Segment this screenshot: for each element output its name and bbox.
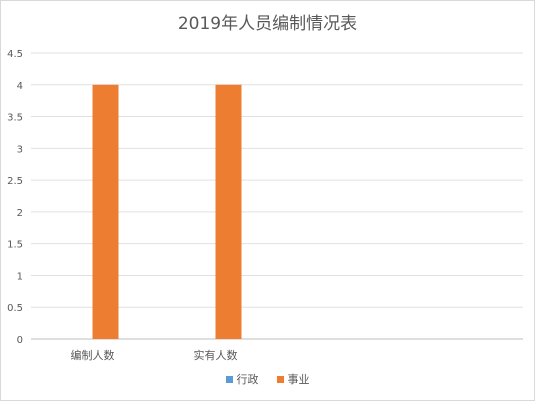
x-tick-label: 编制人数 [71, 348, 115, 362]
legend-swatch [276, 375, 284, 383]
bars [92, 84, 242, 340]
y-tick-label: 2 [17, 208, 23, 219]
legend-label: 行政 [236, 373, 259, 386]
legend-item-series-1: 事业 [276, 371, 310, 387]
y-tick-label: 1.5 [7, 240, 23, 251]
y-tick-label: 1 [17, 271, 23, 282]
x-tick-labels: 编制人数 实有人数 [71, 348, 238, 362]
y-tick-label: 3 [17, 144, 23, 155]
chart-title: 2019年人员编制情况表 [177, 14, 358, 34]
y-tick-label: 0 [17, 335, 23, 346]
legend-swatch [225, 375, 233, 383]
bar-1-1 [215, 84, 242, 340]
legend: 行政 事业 [1, 371, 534, 387]
y-tick-labels: 0 0.5 1 1.5 2 2.5 3 3.5 4 4.5 [7, 49, 23, 346]
bar-0-1 [92, 84, 119, 340]
legend-item-series-0: 行政 [225, 371, 259, 387]
y-tick-label: 2.5 [7, 176, 23, 187]
y-tick-label: 0.5 [7, 303, 23, 314]
y-tick-label: 4.5 [7, 49, 23, 60]
legend-label: 事业 [287, 373, 310, 386]
x-tick-label: 实有人数 [194, 348, 238, 362]
y-tick-label: 3.5 [7, 113, 23, 124]
y-tick-label: 4 [17, 81, 23, 92]
